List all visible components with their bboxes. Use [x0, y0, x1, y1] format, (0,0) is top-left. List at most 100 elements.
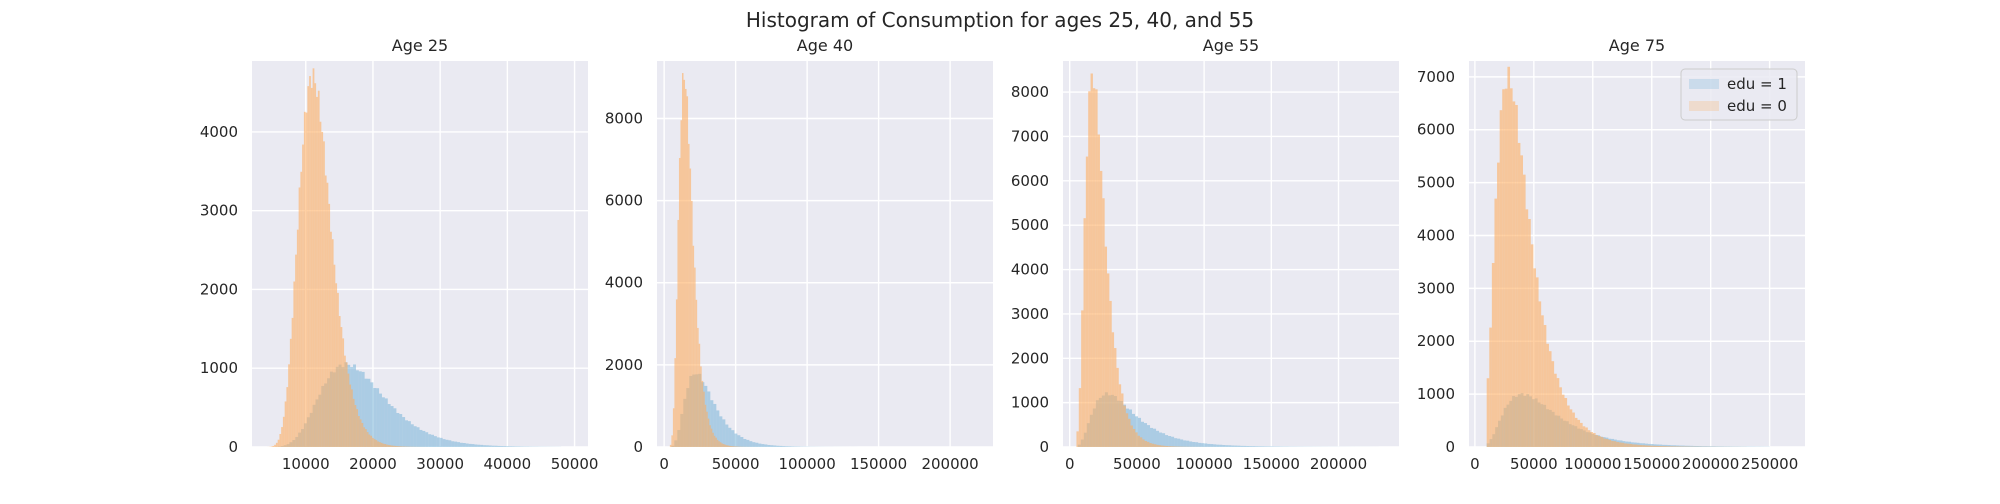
x-tick-label: 50000 [551, 455, 599, 473]
histogram-bar [1204, 443, 1207, 447]
histogram-bar [709, 425, 711, 447]
histogram-bar [1632, 444, 1635, 447]
x-tick-label: 150000 [850, 455, 907, 473]
x-tick-label: 20000 [349, 455, 397, 473]
histogram-bar [335, 283, 337, 447]
histogram-bar [770, 445, 773, 447]
histogram-bar [728, 428, 731, 447]
histogram-bar [714, 436, 716, 447]
histogram-bar [300, 172, 302, 447]
histogram-bar [1156, 445, 1158, 447]
y-tick-label: 7000 [1011, 127, 1049, 145]
histogram-bar [788, 446, 791, 447]
histogram-bar [1119, 384, 1121, 447]
histogram-bar [773, 446, 776, 447]
histogram-bar [685, 89, 687, 447]
histogram-bar [1207, 444, 1210, 447]
histogram-bar [767, 445, 770, 447]
histogram-bar [440, 438, 443, 447]
y-tick-label: 0 [228, 438, 238, 456]
histogram-bar [730, 446, 732, 447]
histogram-bar [330, 232, 332, 447]
x-tick-label: 40000 [484, 455, 532, 473]
histogram-bar [370, 436, 372, 447]
histogram-bar [1515, 105, 1518, 447]
histogram-bar [749, 441, 752, 447]
y-tick-label: 7000 [1417, 68, 1455, 86]
histogram-bar [1095, 89, 1097, 447]
histogram-bar [1135, 432, 1137, 447]
histogram-bar [297, 230, 299, 447]
histogram-bar [351, 389, 353, 447]
histogram-bar [1154, 444, 1156, 447]
histogram-bar [743, 439, 746, 447]
histogram-bar [437, 437, 440, 447]
histogram-bar [708, 419, 710, 447]
histogram-bar [1088, 91, 1090, 447]
histogram-bar [1640, 445, 1643, 447]
histogram-bar [1174, 438, 1177, 447]
histogram-bar [1231, 446, 1234, 447]
histogram-bar [1650, 446, 1653, 447]
histogram-bar [734, 434, 737, 447]
histogram-bar [1549, 351, 1552, 447]
histogram-bar [1616, 442, 1619, 447]
histogram-bar [1580, 423, 1583, 447]
x-tick-label: 100000 [1175, 455, 1232, 473]
histogram-bar [732, 446, 734, 447]
y-tick-label: 2000 [1011, 349, 1049, 367]
histogram-bar [393, 446, 395, 447]
histogram-bar [316, 97, 318, 447]
y-tick-label: 5000 [1417, 174, 1455, 192]
histogram-bar [332, 239, 334, 447]
histogram-bar [292, 318, 294, 447]
histogram-bar [1564, 398, 1567, 447]
histogram-bar [414, 426, 417, 447]
histogram-bar [1536, 277, 1539, 447]
histogram-bar [684, 80, 686, 447]
histogram-bar [1645, 445, 1648, 447]
x-tick-label: 150000 [1243, 455, 1300, 473]
histogram-bar [699, 344, 701, 447]
histogram-bar [1180, 439, 1183, 447]
histogram-bar [1234, 446, 1237, 447]
histogram-bar [782, 446, 785, 447]
histogram-bar [431, 435, 434, 447]
histogram-bar [1189, 441, 1192, 447]
histogram-bar [428, 434, 431, 447]
histogram-bar [1614, 441, 1617, 447]
histogram-bar [293, 281, 295, 447]
y-tick-label: 0 [633, 438, 643, 456]
histogram-bar [477, 445, 480, 447]
histogram-bar [382, 397, 385, 447]
x-tick-label: 10000 [282, 455, 330, 473]
histogram-bar [290, 339, 292, 447]
histogram-bar [1216, 445, 1219, 447]
histogram-bar [379, 442, 381, 447]
histogram-bar [1513, 101, 1516, 447]
histogram-bar [720, 442, 722, 447]
histogram-bar [285, 401, 287, 447]
y-tick-label: 4000 [605, 274, 643, 292]
histogram-bar [341, 327, 343, 447]
histogram-bar [1107, 273, 1109, 447]
histogram-bar [1159, 433, 1162, 447]
histogram-bar [726, 445, 728, 447]
panel-title: Age 40 [797, 36, 853, 55]
histogram-bar [1171, 437, 1174, 447]
histogram-bar [1487, 378, 1490, 447]
histogram-bar [717, 440, 719, 447]
histogram-bar [486, 445, 489, 447]
histogram-bar [405, 420, 408, 447]
histogram-bar [469, 444, 472, 447]
histogram-bar [711, 429, 713, 447]
histogram-bar [1619, 442, 1622, 447]
histogram-bar [1219, 445, 1222, 447]
histogram-bar [278, 440, 280, 447]
y-tick-label: 3000 [200, 202, 238, 220]
histogram-bar [687, 96, 689, 447]
histogram-bar [1635, 444, 1638, 447]
histogram-bar [1105, 247, 1107, 447]
histogram-bar [1186, 441, 1189, 447]
